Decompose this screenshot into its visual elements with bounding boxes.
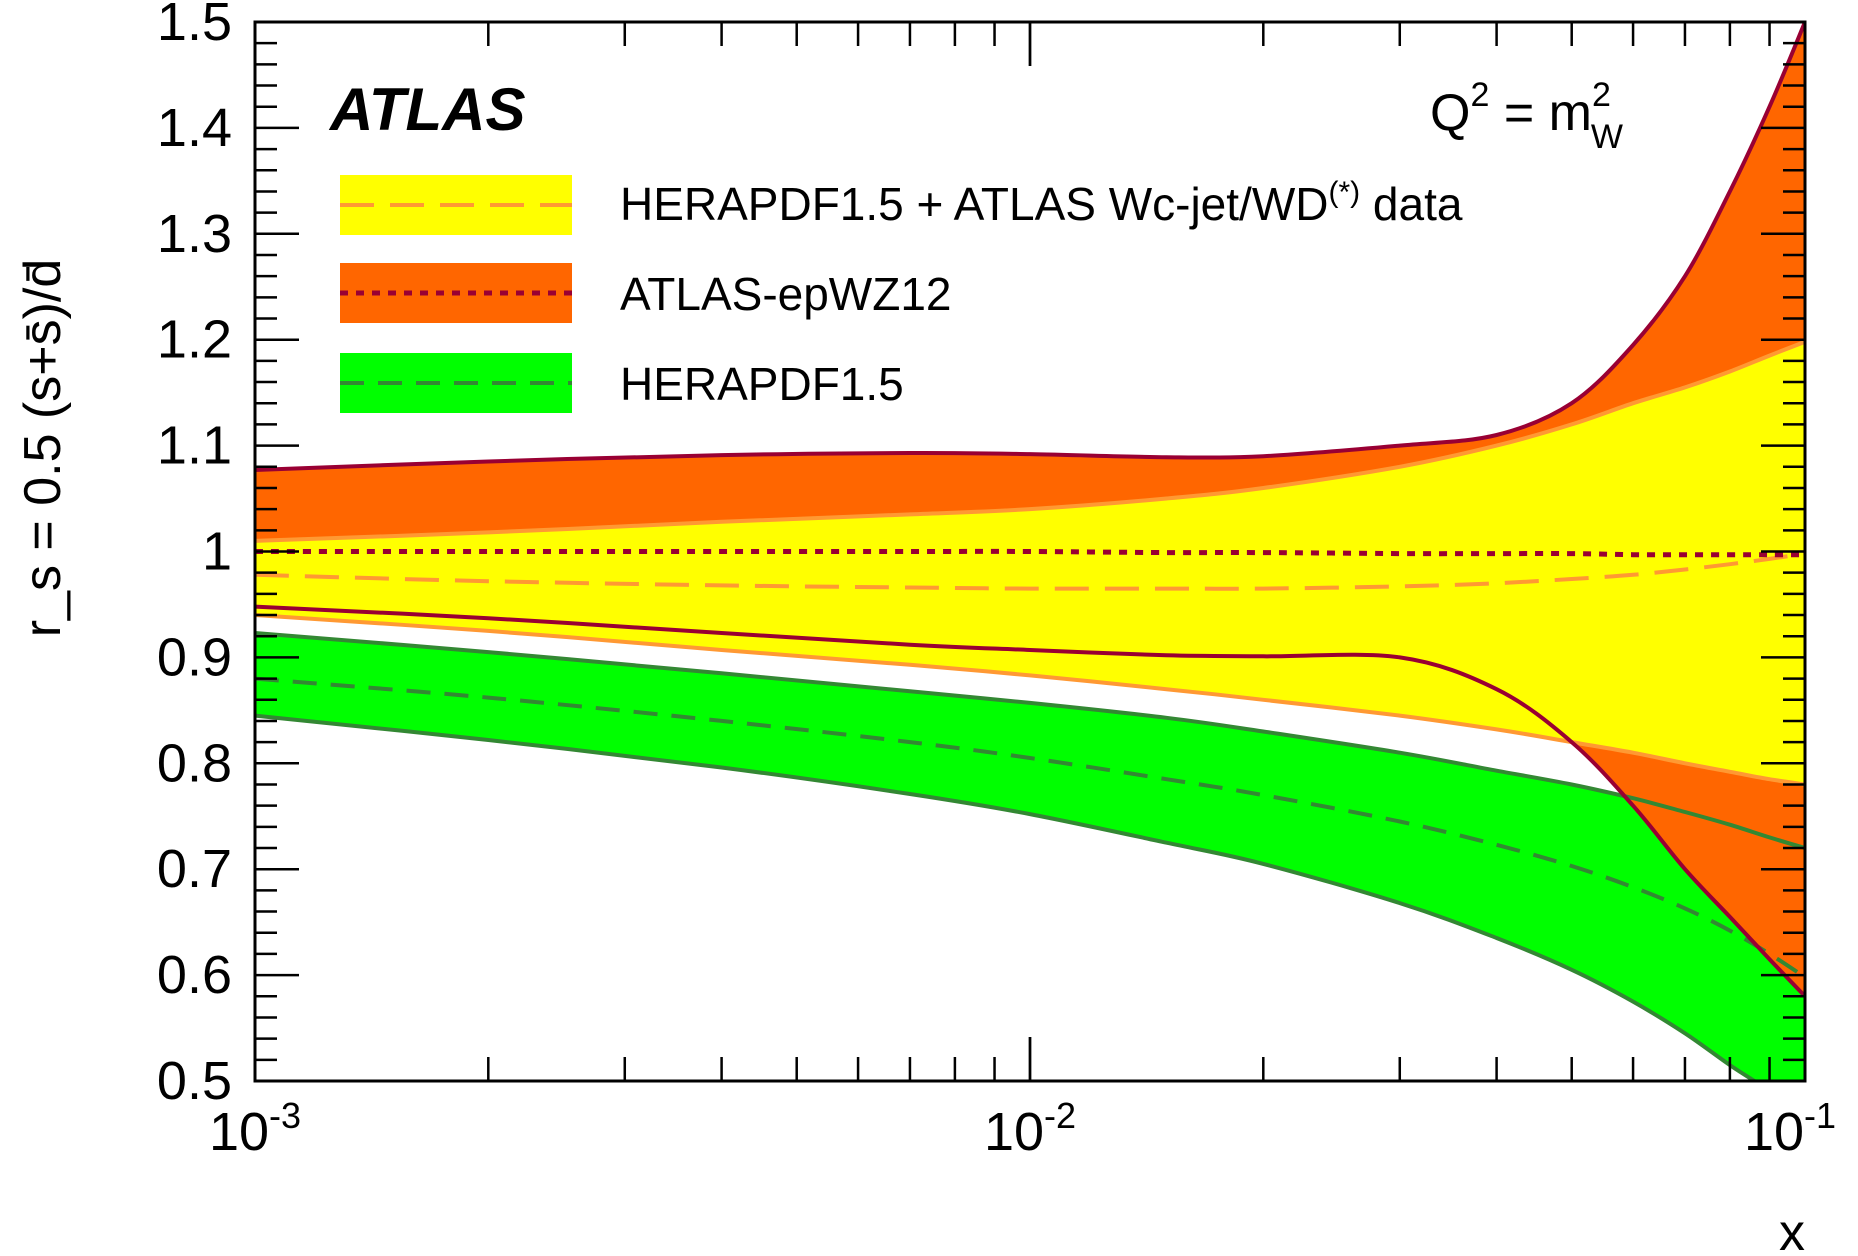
y-tick-labels: 0.5 0.6 0.7 0.8 0.9 1 1.1 1.2 1.3 1.4 1.5 — [157, 0, 232, 1111]
x-tick-labels: 10-3 10-2 10-1 — [209, 1095, 1836, 1162]
central-line-0 — [255, 548, 1805, 558]
y-tick-label-8: 1.3 — [157, 204, 232, 264]
y-tick-label-7: 1.2 — [157, 310, 232, 370]
scale-label: Q2 = m2 W — [1430, 76, 1623, 156]
experiment-label: ATLAS — [328, 76, 526, 143]
central-line-1 — [255, 551, 1805, 591]
legend-label-2: HERAPDF1.5 — [620, 358, 904, 410]
legend: HERAPDF1.5 + ATLAS Wc-jet/WD(*) data ATL… — [340, 175, 1463, 413]
upper-edge-2 — [255, 631, 1805, 850]
x-tick-label-1: 10-2 — [984, 1095, 1076, 1162]
x-tick-label-0: 10-3 — [209, 1095, 301, 1162]
x-tick-label-2: 10-1 — [1744, 1095, 1836, 1162]
legend-label-1: ATLAS-epWZ12 — [620, 268, 951, 320]
y-tick-label-9: 1.4 — [157, 98, 232, 158]
upper-edge-0 — [255, 22, 1805, 472]
y-tick-label-2: 0.7 — [157, 839, 232, 899]
y-axis-label: r_s = 0.5 (s+s̄)/d̄ — [14, 259, 72, 638]
y-tick-label-3: 0.8 — [157, 733, 232, 793]
band-1 — [255, 341, 1805, 785]
ticks-layer — [253, 20, 1807, 1083]
central-line-2 — [255, 676, 1805, 979]
y-tick-label-10: 1.5 — [157, 0, 232, 52]
upper-edge-1 — [255, 339, 1805, 543]
y-tick-label-1: 0.6 — [157, 945, 232, 1005]
legend-label-0: HERAPDF1.5 + ATLAS Wc-jet/WD(*) data — [620, 176, 1463, 230]
edges-layer — [255, 22, 1805, 1081]
x-axis-label: x — [1779, 1204, 1805, 1256]
y-tick-label-4: 0.9 — [157, 627, 232, 687]
band-2 — [255, 633, 1805, 1081]
y-tick-label-5: 1 — [202, 522, 232, 582]
lower-edge-2 — [255, 713, 1759, 1081]
lower-edge-0 — [255, 604, 1805, 998]
y-tick-label-6: 1.1 — [157, 416, 232, 476]
y-tick-label-0: 0.5 — [157, 1051, 232, 1111]
lower-edge-1 — [255, 613, 1805, 787]
